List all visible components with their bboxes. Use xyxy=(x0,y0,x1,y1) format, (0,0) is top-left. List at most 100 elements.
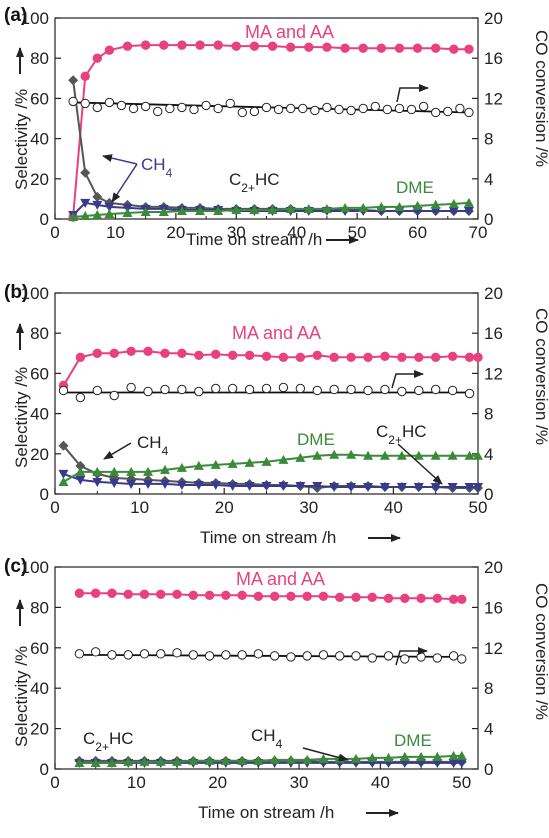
panel-a-series-ch4-point xyxy=(80,198,91,208)
panel-b-series-ch4-point xyxy=(346,482,357,492)
panel-c-series-co-conversion-point xyxy=(172,648,182,658)
panel-b-series-dme-point xyxy=(346,449,357,459)
panel-b-y-tick-label: 0 xyxy=(40,485,49,504)
panel-b-series-ma-and-aa-point xyxy=(414,352,424,363)
panel-b-series-ma-and-aa-point xyxy=(227,350,238,361)
panel-c-series-dme-point xyxy=(155,756,166,766)
panel-c-series-dme-point xyxy=(416,751,427,761)
panel-b-series-dme-line xyxy=(62,453,478,483)
panel-b-series-co-conversion-point xyxy=(414,385,424,396)
panel-b-series-ch4-point xyxy=(278,481,289,491)
panel-c-series-ma-and-aa xyxy=(74,588,467,605)
panel-b-ann-ch4-sub: 4 xyxy=(162,444,169,458)
panel-a-y-tick-label: 100 xyxy=(21,9,49,28)
panel-a-series-co-conversion-point xyxy=(201,100,211,111)
panel-a-series-co-conversion-point xyxy=(213,103,223,114)
panel-a-x-tick-label: 30 xyxy=(227,223,246,242)
panel-b-series-co-conversion-point xyxy=(397,386,407,397)
panel-b-series-ma-and-aa-point xyxy=(473,352,483,363)
panel-a-series-co-conversion-point xyxy=(382,104,393,115)
panel-c-series-co-conversion-point xyxy=(335,651,345,661)
panel-b-series-ma-and-aa-point xyxy=(75,352,86,363)
panel-c-series-co-conversion-point xyxy=(432,653,443,663)
panel-b-series-ma-and-aa-point xyxy=(295,352,306,363)
panel-c-ann-c2hc: C2+HC xyxy=(83,729,134,754)
panel-c-series-dme-point xyxy=(399,751,410,761)
panel-c-series-ma-and-aa-point xyxy=(302,591,312,601)
panel-b-ann-c2hc-main: C xyxy=(376,422,388,441)
panel-a-series-dme-point xyxy=(285,203,296,213)
panel-b-series-ma-and-aa-point xyxy=(312,350,322,361)
panel-b-series-ma-and-aa-point xyxy=(397,352,407,363)
panel-a-y2-tick-label: 20 xyxy=(484,9,503,28)
panel-b-series-ch4-point xyxy=(193,480,204,490)
panel-b-series-dme-point xyxy=(464,450,475,460)
panel-b-series-dme-point xyxy=(92,466,103,476)
panel-b-series-ma-and-aa-point xyxy=(177,348,187,358)
panel-c-series-ma-and-aa-point xyxy=(383,593,394,604)
panel-c-co-conversion-arrow xyxy=(395,647,428,666)
panel-c-series-ma-and-aa-point xyxy=(416,593,426,604)
panel-c-series-ma-and-aa-point xyxy=(286,591,296,601)
panel-c-series-dme-point xyxy=(188,755,199,765)
panel-b-series-ch4-point xyxy=(92,477,103,487)
panel-a-series-ch4-point xyxy=(92,200,103,210)
panel-c-series-ch4-point xyxy=(416,758,427,768)
panel-a-series-co-conversion-point xyxy=(346,105,356,116)
panel-b-series-ma-and-aa-point xyxy=(126,346,136,356)
panel-b-x-tick-label: 40 xyxy=(384,498,403,517)
panel-b-series-dme-point xyxy=(430,450,441,460)
panel-b-series-dme-point xyxy=(396,450,407,460)
panel-b-series-co-conversion-point xyxy=(92,385,103,396)
panel-c-series-ma-and-aa-point xyxy=(335,592,345,602)
panel-c-y2-tick-label: 16 xyxy=(484,598,503,617)
panel-b-series-dme-point xyxy=(210,459,221,469)
panel-c-series-ma-and-aa-point xyxy=(188,590,198,600)
panel-c-series-ma-and-aa-point xyxy=(351,592,361,602)
panel-c-y2-tick-label: 20 xyxy=(484,558,503,577)
panel-a-series-co-conversion-point xyxy=(140,101,151,112)
panel-a-series-dme-point xyxy=(158,206,169,216)
panel-b-y-tick-label: 20 xyxy=(30,445,49,464)
panel-c-label: (c) xyxy=(4,556,27,577)
panel-b-label: (b) xyxy=(4,282,28,303)
panel-a-series-ma-and-aa-point xyxy=(322,42,332,52)
panel-c-series-ma-and-aa-point xyxy=(204,590,215,600)
panel-b-y2-tick-label: 0 xyxy=(484,485,493,504)
panel-a-series-dme-point xyxy=(213,205,224,215)
panel-c-series-dme-point xyxy=(90,757,101,767)
panel-a-series-dme-point xyxy=(358,202,369,212)
panel-a-series-ma-and-aa-point xyxy=(195,40,205,50)
panel-a-series-ma-and-aa-point xyxy=(449,44,459,54)
panel-c-series-ch4-point xyxy=(448,758,459,768)
panel-b-series-dme-point xyxy=(379,450,390,460)
panel-a-series-co-conversion-point xyxy=(104,97,115,108)
panel-b-series-dme-point xyxy=(447,450,458,460)
panel-c-series-co-conversion-point xyxy=(156,649,166,659)
panel-c-series-co-conversion xyxy=(74,647,467,664)
panel-c-series-dme-point xyxy=(383,752,394,762)
panel-c-series-co-conversion-point xyxy=(237,650,247,660)
panel-b-y-tick-label: 80 xyxy=(30,324,49,343)
panel-b-series-co-conversion-point xyxy=(363,385,373,396)
panel-a-series-dme-point xyxy=(430,199,441,209)
panel-a-series-dme-point xyxy=(321,203,332,213)
panel-b-series-dme-point xyxy=(473,450,483,460)
panel-b-series-dme-point xyxy=(75,466,86,476)
panel-a-y2-label: CO conversion /% xyxy=(532,30,549,167)
panel-a-y2-tick-label: 8 xyxy=(484,130,493,149)
panel-c-ann-ma-aa: MA and AA xyxy=(236,569,325,589)
panel-b-series-dme-point xyxy=(244,457,255,467)
panel-b-series-co-conversion-point xyxy=(160,384,170,395)
panel-b-x-ticks: 0 10 20 30 40 50 xyxy=(50,488,487,517)
panel-a-series-co-conversion-point xyxy=(455,103,465,114)
panel-c-y-tick-label: 0 xyxy=(40,760,49,779)
panel-c-series-co-conversion-point xyxy=(188,650,198,660)
panel-a-series-co-conversion-point xyxy=(92,102,103,113)
panel-a-x-tick-label: 70 xyxy=(469,223,488,242)
panel-b-series-ma-and-aa-point xyxy=(194,350,204,361)
panel-b-y-tick-label: 100 xyxy=(21,284,49,303)
panel-a-ann-c2hc-sub: 2+ xyxy=(241,181,255,195)
panel-c-series-dme-point xyxy=(432,751,443,761)
panel-a-series-dme-point xyxy=(412,200,423,210)
